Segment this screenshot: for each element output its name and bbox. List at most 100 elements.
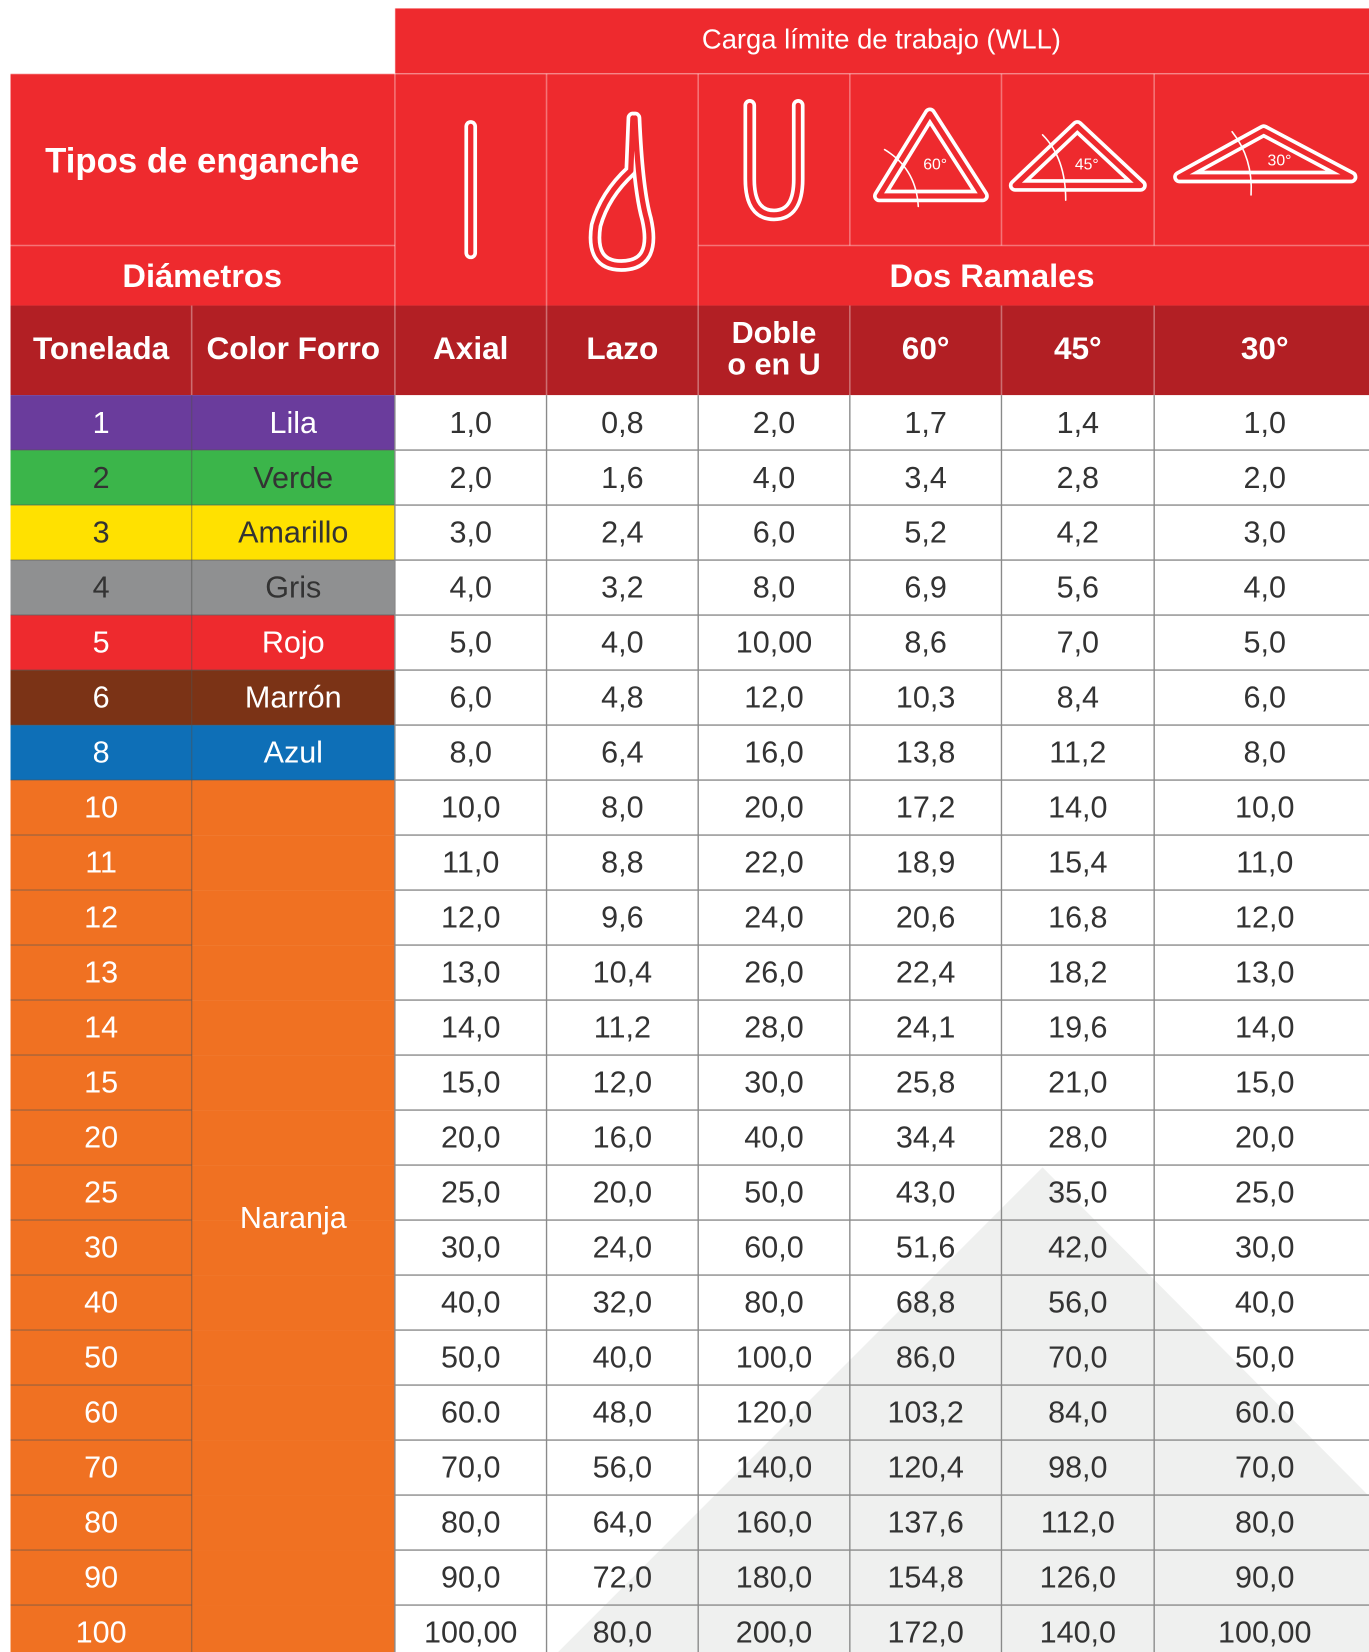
diameter-cell: 100: [76, 1616, 127, 1650]
wll-cell: 84,0: [1048, 1396, 1107, 1430]
swatch: [10, 670, 395, 726]
diameter-cell: 5: [93, 626, 110, 660]
wll-cell: 10,4: [593, 956, 652, 990]
wll-cell: 26,0: [744, 956, 803, 990]
diameter-cell: Azul: [264, 736, 323, 770]
diameter-cell: Marrón: [245, 681, 342, 715]
wll-cell: 9,6: [601, 901, 643, 935]
wll-cell: 60,0: [744, 1231, 803, 1265]
wll-cell: 11,2: [594, 1011, 651, 1045]
wll-cell: 6,4: [601, 736, 643, 770]
wll-cell: 25,8: [896, 1066, 955, 1100]
wll-cell: 1,0: [450, 406, 492, 440]
swatch: [10, 615, 395, 671]
wll-cell: 13,0: [1235, 956, 1294, 990]
swatch: [10, 1440, 395, 1496]
swatch: [10, 1550, 395, 1606]
wll-cell: 90,0: [441, 1561, 500, 1595]
wll-cell: 30,0: [441, 1231, 500, 1265]
diameter-cell: 2: [93, 461, 110, 495]
diameter-cell: 11: [85, 846, 117, 880]
column-header: Axial: [433, 330, 508, 366]
column-header: Doble: [732, 316, 817, 350]
diameters: Diámetros: [122, 257, 282, 294]
diameter-cell: 70: [84, 1451, 118, 1485]
wll-cell: 2,0: [450, 461, 492, 495]
wll-cell: 15,0: [1235, 1066, 1294, 1100]
wll-cell: 100,0: [736, 1341, 812, 1375]
wll-cell: 21,0: [1048, 1066, 1107, 1100]
wll-cell: 20,0: [593, 1176, 652, 1210]
wll-cell: 24,0: [593, 1231, 652, 1265]
wll-cell: 35,0: [1048, 1176, 1107, 1210]
swatch: [10, 560, 395, 616]
wll-cell: 51,6: [896, 1231, 955, 1265]
swatch: [10, 1000, 395, 1056]
wll-cell: 70,0: [441, 1451, 500, 1485]
diameter-cell: 1: [93, 406, 110, 440]
diameter-cell: 10: [84, 791, 118, 825]
swatch: [10, 725, 395, 781]
diameter-cell: 6: [93, 681, 110, 715]
wll-cell: 24,1: [896, 1011, 955, 1045]
column-header: Tonelada: [33, 330, 170, 366]
diameter-cell: Gris: [265, 571, 321, 605]
swatch: [10, 450, 395, 506]
diameter-cell: 4: [93, 571, 110, 605]
wll-cell: 172,0: [887, 1616, 963, 1650]
swatch: [10, 1495, 395, 1551]
wll-cell: 13,8: [896, 736, 955, 770]
wll-cell: 56,0: [593, 1451, 652, 1485]
swatch: [10, 1275, 395, 1331]
wll-cell: 18,2: [1048, 956, 1107, 990]
wll-cell: 112,0: [1041, 1506, 1115, 1540]
wll-cell: 1,4: [1057, 406, 1099, 440]
diameter-cell: 40: [84, 1286, 118, 1320]
wll-cell: 12,0: [441, 901, 500, 935]
diameter-cell: 12: [84, 901, 118, 935]
wll-cell: 2,0: [1244, 461, 1286, 495]
wll-cell: 5,2: [904, 516, 946, 550]
diameter-cell: Verde: [253, 461, 333, 495]
diameter-cell: 20: [84, 1121, 118, 1155]
wll-cell: 6,0: [1244, 681, 1286, 715]
wll-cell: 10,0: [441, 791, 500, 825]
wll-cell: 56,0: [1048, 1286, 1107, 1320]
wll-cell: 64,0: [593, 1506, 652, 1540]
wll-cell: 40,0: [1235, 1286, 1294, 1320]
wll-cell: 60.0: [441, 1396, 500, 1430]
angle-label: 30°: [1268, 152, 1292, 169]
swatch: [10, 1110, 395, 1166]
wll-cell: 6,0: [753, 516, 795, 550]
wll-cell: 40,0: [441, 1286, 500, 1320]
wll-cell: 4,0: [450, 571, 492, 605]
wll-cell: 4,8: [601, 681, 643, 715]
diameter-cell: Lila: [270, 406, 318, 440]
swatch: [10, 780, 395, 836]
swatch: [10, 945, 395, 1001]
wll-cell: 20,6: [896, 901, 955, 935]
swatch: [10, 395, 395, 451]
wll-cell: 20,0: [1235, 1121, 1294, 1155]
wll-cell: 14,0: [441, 1011, 500, 1045]
swatch: [10, 505, 395, 561]
diameter-cell: 90: [84, 1561, 118, 1595]
title-bar: [394, 8, 1369, 74]
wll-cell: 40,0: [744, 1121, 803, 1155]
wll-cell: 4,0: [601, 626, 643, 660]
wll-cell: 120,4: [887, 1451, 963, 1485]
title: Carga límite de trabajo (WLL): [702, 23, 1061, 54]
watermark: [558, 1167, 1369, 1652]
column-header: 45°: [1054, 330, 1102, 366]
wll-cell: 1,6: [601, 461, 643, 495]
wll-cell: 14,0: [1048, 791, 1107, 825]
wll-cell: 10,3: [896, 681, 955, 715]
wll-cell: 10,00: [736, 626, 812, 660]
wll-cell: 25,0: [1235, 1176, 1294, 1210]
swatch: [10, 1385, 395, 1441]
wll-cell: 70,0: [1048, 1341, 1107, 1375]
wll-cell: 68,8: [896, 1286, 955, 1320]
wll-cell: 24,0: [744, 901, 803, 935]
wll-cell: 2,0: [753, 406, 795, 440]
wll-cell: 72,0: [593, 1561, 652, 1595]
